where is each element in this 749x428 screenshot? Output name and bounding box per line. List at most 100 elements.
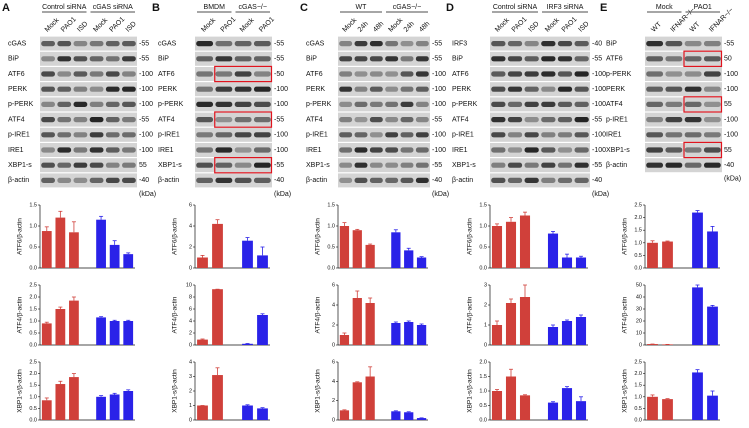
blot-strip	[195, 143, 272, 157]
band	[41, 117, 55, 123]
bar	[212, 375, 223, 420]
band	[215, 117, 233, 123]
band	[215, 101, 233, 107]
row-label: BiP	[158, 56, 169, 63]
row-label: PERK	[158, 86, 177, 93]
band	[415, 101, 429, 107]
row-label: ATF6	[452, 71, 469, 78]
band	[105, 162, 120, 168]
lane-label: IFNAR−/−	[708, 7, 735, 34]
row-label: IRE1	[306, 147, 322, 154]
bar	[416, 418, 427, 420]
blot-strip	[338, 127, 430, 142]
band	[196, 71, 214, 77]
band	[41, 86, 55, 92]
bar	[547, 327, 559, 345]
band	[339, 162, 353, 168]
bar	[339, 410, 350, 420]
band	[385, 177, 399, 183]
mw-label: -100	[592, 147, 606, 154]
bar	[242, 240, 253, 268]
blot-strip	[40, 173, 137, 188]
bar	[575, 257, 587, 268]
row-label: p-PERK	[306, 101, 332, 108]
band	[665, 101, 683, 107]
y-tick-label: 6	[189, 306, 192, 312]
bar	[212, 289, 223, 345]
band	[524, 117, 539, 123]
band	[57, 117, 72, 123]
mw-label: -55	[432, 162, 442, 169]
y-tick-label: 0	[189, 417, 192, 423]
band	[215, 41, 233, 47]
band	[234, 41, 252, 47]
band	[369, 86, 383, 92]
band	[574, 162, 589, 168]
bar	[365, 303, 375, 345]
blot-strip	[40, 97, 137, 112]
y-tick-label: 2.0	[479, 359, 487, 365]
y-tick-label: 0	[484, 342, 487, 348]
blot-strip	[195, 173, 272, 188]
row-label: p-PERK	[452, 101, 478, 108]
band	[646, 71, 664, 77]
band	[385, 147, 399, 153]
band	[574, 117, 589, 123]
row-label: p-IRE1	[306, 132, 328, 139]
group-label: cGAS−/−	[393, 4, 421, 11]
band	[524, 101, 539, 107]
group-label: cGAS siRNA	[93, 4, 133, 11]
row-label: PERK	[306, 86, 325, 93]
band	[524, 71, 539, 77]
y-axis-label: XBP1-s/β-actin	[467, 369, 474, 413]
band	[215, 86, 233, 92]
band	[684, 86, 702, 92]
bar	[575, 401, 587, 420]
bar	[197, 339, 208, 345]
band	[354, 41, 368, 47]
band	[646, 132, 664, 138]
blot-strip	[195, 127, 272, 142]
band	[557, 56, 573, 62]
unit-label: (kDa)	[139, 191, 156, 198]
row-label: BiP	[306, 56, 317, 63]
band	[684, 101, 702, 107]
bar	[242, 343, 253, 345]
lane-label: ISD	[76, 21, 89, 34]
band	[122, 86, 136, 92]
y-tick-label: 1.0	[29, 318, 37, 324]
bar	[69, 232, 79, 268]
blot-strip	[338, 82, 430, 97]
mw-label: -100	[432, 71, 446, 78]
bar	[212, 223, 223, 268]
bar	[416, 325, 427, 345]
band	[122, 41, 136, 47]
band	[524, 132, 539, 138]
row-label: BiP	[606, 40, 617, 47]
lane-label: Mock	[387, 17, 404, 34]
bar	[662, 399, 673, 420]
bar	[365, 244, 375, 268]
band	[703, 101, 721, 107]
y-tick-label: 4	[189, 318, 192, 324]
y-tick-label: 0	[639, 342, 642, 348]
bar	[96, 219, 106, 268]
band	[73, 86, 88, 92]
y-tick-label: 1.5	[29, 306, 37, 312]
mw-label: -55	[274, 40, 284, 47]
band	[234, 117, 252, 123]
band	[507, 177, 523, 183]
band	[507, 162, 523, 168]
bar	[404, 322, 414, 345]
band	[253, 71, 271, 77]
mw-label: 55	[724, 147, 732, 154]
band	[41, 147, 55, 153]
band	[491, 41, 506, 47]
mw-label: -100	[724, 86, 738, 93]
y-tick-label: 0.0	[634, 417, 642, 423]
y-tick-label: 2	[189, 244, 192, 250]
blot-strip	[40, 127, 137, 142]
band	[105, 101, 120, 107]
band	[234, 132, 252, 138]
bar	[257, 408, 268, 420]
